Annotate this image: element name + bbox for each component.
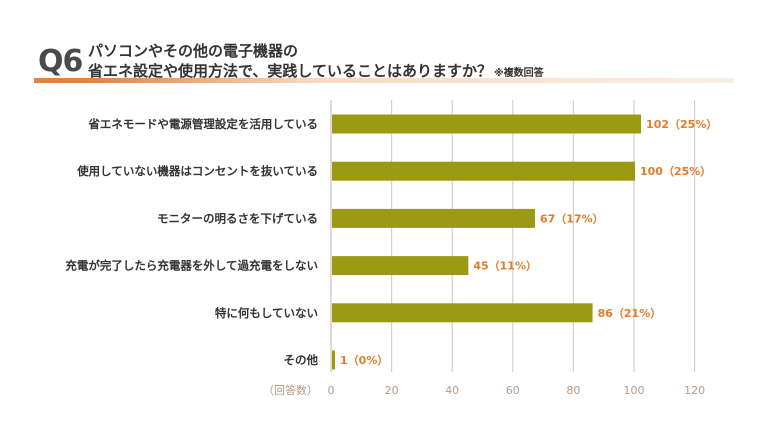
data-label: 45（11%） — [473, 260, 537, 273]
data-label: 86（21%） — [598, 307, 662, 320]
chart-title-line-2: 省エネ設定や使用方法で、実践していることはありますか？ ※複数回答 — [88, 60, 544, 81]
x-tick-label: 20 — [385, 384, 399, 397]
question-number: Q6 — [38, 44, 83, 79]
category-label: 特に何もしていない — [215, 306, 318, 320]
bar — [332, 114, 642, 134]
category-label: 使用していない機器はコンセントを抜いている — [76, 164, 318, 178]
x-tick-label: 40 — [445, 384, 459, 397]
x-axis-label: （回答数） — [263, 383, 318, 397]
multiple-answer-note: ※複数回答 — [493, 68, 544, 79]
bar — [332, 303, 593, 323]
x-tick-label: 100 — [624, 384, 645, 397]
data-label: 67（17%） — [540, 212, 604, 225]
x-tick-label: 0 — [328, 384, 335, 397]
chart-title-text: 省エネ設定や使用方法で、実践していることはありますか？ — [88, 62, 492, 80]
bar — [332, 350, 336, 370]
x-tick-label: 120 — [684, 384, 705, 397]
x-tick-label: 80 — [566, 384, 580, 397]
data-label: 100（25%） — [640, 165, 711, 178]
title-underline-bar — [34, 78, 734, 83]
category-label: 省エネモードや電源管理設定を活用している — [87, 117, 318, 131]
category-label: 充電が完了したら充電器を外して過充電をしない — [65, 259, 318, 273]
bar — [332, 161, 635, 181]
category-label: その他 — [284, 353, 319, 367]
data-label: 102（25%） — [646, 118, 717, 131]
category-label: モニターの明るさを下げている — [157, 211, 318, 225]
chart-title-line-1: パソコンやその他の電子機器の — [88, 42, 299, 60]
x-tick-label: 60 — [506, 384, 520, 397]
data-label: 1（0%） — [340, 354, 388, 367]
bar — [332, 208, 536, 228]
bar — [332, 256, 469, 276]
chart-header: Q6 パソコンやその他の電子機器の 省エネ設定や使用方法で、実践していることはあ… — [0, 0, 768, 90]
